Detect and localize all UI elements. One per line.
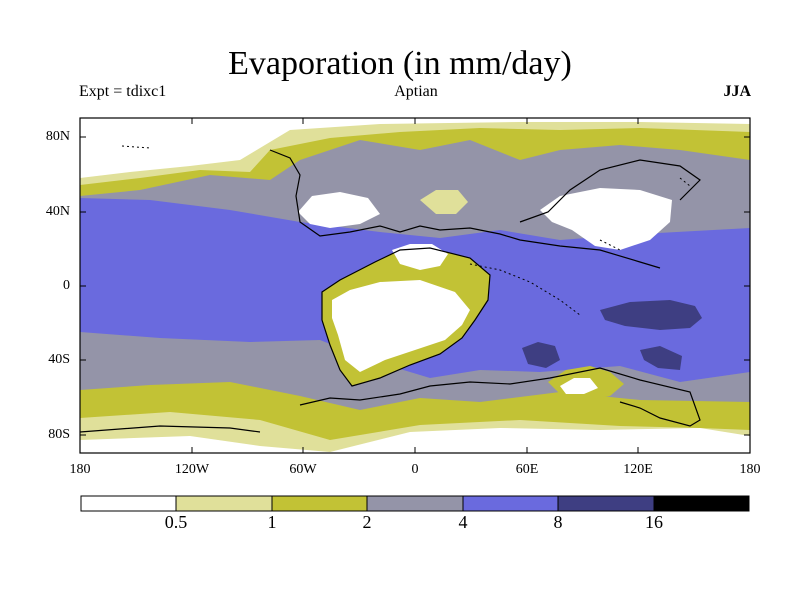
land-gondwana-white [332,280,470,372]
y-tick-0: 0 [63,278,70,293]
x-tick-60e: 60E [515,462,539,477]
map-title: Evaporation (in mm/day) [228,45,572,82]
colorbar-bin-3 [272,496,367,511]
y-tick-40n: 40N [45,204,70,219]
x-tick-180-left: 180 [69,462,91,477]
coastline-gondwana [321,247,491,387]
field-white-north [80,118,750,178]
y-tick-80n: 80N [45,129,70,144]
colorbar-label-0-5: 0.5 [164,512,188,532]
colorbar-bin-6 [558,496,654,511]
land-sahara-white [392,244,448,270]
y-tick-40s: 40S [48,352,70,367]
colorbar-label-1: 1 [267,512,277,532]
coastline-south [80,367,701,433]
land-australia-white [560,378,598,394]
map-field [80,118,750,453]
x-tick-180-right: 180 [739,462,761,477]
field-navy-south2 [640,346,682,370]
x-tick-60w: 60W [289,462,317,477]
colorbar-bin-4 [367,496,463,511]
colorbar-label-4: 4 [458,512,468,532]
colorbar-bin-2 [176,496,272,511]
x-tick-0: 0 [411,462,419,477]
x-tick-120e: 120E [623,462,653,477]
colorbar-bin-5 [463,496,558,511]
land-america-white [298,192,380,228]
stage-label: Aptian [394,83,438,100]
land-asia-white [540,188,672,250]
experiment-label: Expt = tdixc1 [79,83,167,100]
colorbar-label-8: 8 [553,512,563,532]
colorbar [80,495,750,512]
colorbar-frame [80,495,750,512]
coastline-north [269,149,701,269]
tick-marks [80,118,750,453]
colorbar-bin-1 [81,496,176,511]
land-europe-pale [420,190,468,214]
field-white-south [80,428,750,453]
season-label: JJA [723,83,751,100]
field-navy-indian [600,300,702,330]
colorbar-label-2: 2 [362,512,372,532]
colorbar-bin-7 [654,496,749,511]
field-navy-south [522,342,560,368]
y-tick-80s: 80S [48,427,70,442]
colorbar-label-16: 16 [645,512,663,532]
x-tick-120w: 120W [174,462,210,477]
